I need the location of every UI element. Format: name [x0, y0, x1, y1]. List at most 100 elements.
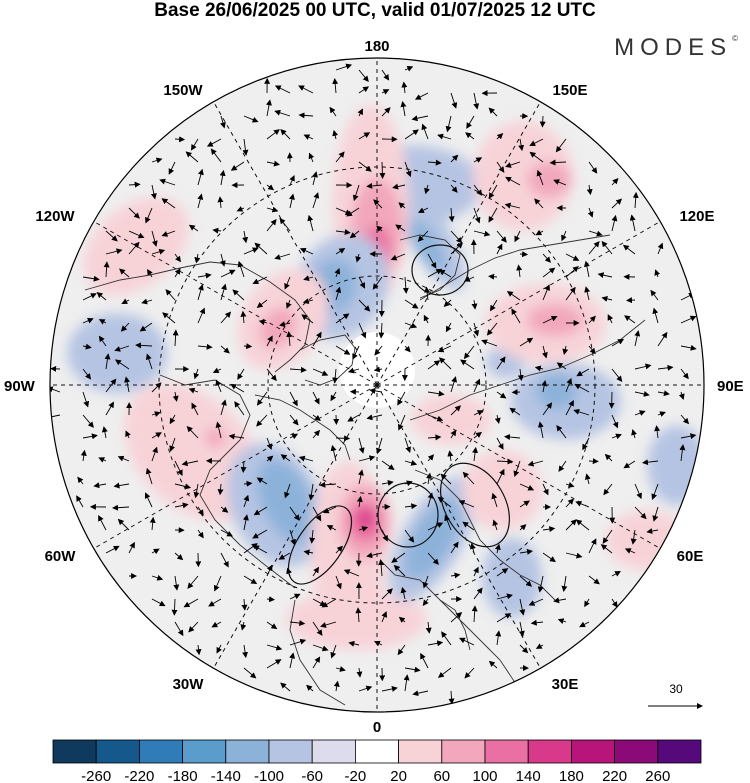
wind-vector — [395, 224, 406, 232]
wind-vector — [266, 219, 277, 232]
wind-vector — [427, 360, 441, 370]
wind-vector — [50, 414, 61, 421]
wind-vector — [651, 483, 659, 500]
wind-vector — [481, 339, 498, 347]
wind-vector — [332, 129, 339, 140]
wind-vector — [518, 621, 525, 637]
wind-vector — [463, 345, 475, 360]
wind-vector — [333, 680, 340, 692]
wind-vector — [145, 353, 153, 370]
wind-vector — [565, 253, 580, 261]
wind-vector — [425, 621, 432, 634]
wind-vector — [256, 299, 268, 309]
wind-vector — [288, 193, 295, 209]
wind-vector — [450, 572, 461, 579]
wind-vector — [558, 460, 567, 472]
wind-vector — [588, 538, 597, 554]
lon-label-60w: 60W — [45, 548, 77, 565]
wind-vector — [105, 378, 117, 393]
lon-label-90e: 90E — [717, 378, 744, 395]
wind-vector — [632, 191, 639, 209]
wind-vector — [197, 193, 204, 209]
wind-vector — [77, 476, 84, 485]
wind-vector — [217, 196, 224, 209]
meridian-line — [93, 384, 378, 549]
wind-vector — [565, 286, 576, 301]
wind-vector — [542, 315, 558, 324]
wind-vector — [376, 225, 383, 232]
colorbar-tick-label: 20 — [390, 768, 407, 783]
wind-vector — [144, 492, 153, 508]
wind-vector — [266, 659, 282, 669]
wind-vector — [307, 214, 314, 232]
wind-vector — [519, 644, 529, 654]
colorbar-swatch — [311, 739, 356, 764]
wind-vector — [285, 299, 292, 309]
wind-vector — [286, 331, 293, 347]
wind-vector — [511, 308, 521, 324]
wind-vector — [98, 457, 107, 463]
wind-vector — [174, 253, 181, 263]
wind-vector — [197, 272, 212, 279]
wind-vector — [542, 402, 553, 416]
wind-vector — [284, 483, 291, 499]
wind-vector — [256, 391, 268, 406]
wind-vector — [495, 630, 502, 646]
wind-vector — [195, 644, 202, 656]
wind-vector — [128, 230, 145, 239]
wind-vector — [584, 473, 591, 485]
wind-vector — [312, 566, 320, 577]
wind-vector — [220, 345, 230, 354]
wind-vector — [335, 545, 343, 554]
wind-vector — [306, 684, 314, 692]
wind-vector — [266, 129, 280, 140]
wind-vector — [210, 148, 222, 163]
brand-name: MODES — [614, 34, 733, 61]
lon-label-30e: 30E — [552, 676, 579, 693]
wind-vector — [631, 429, 637, 439]
lon-label-120e: 120E — [679, 208, 714, 225]
colorbar-tick-label: -180 — [168, 768, 198, 783]
wind-vector — [151, 230, 158, 247]
wind-vector — [448, 207, 455, 223]
wind-vector — [657, 390, 670, 397]
lon-label-150w: 150W — [163, 82, 203, 99]
wind-vector — [330, 644, 337, 659]
colorbar-labels: -260 -220 -180 -140 -100 -60 -20 20 60 100 140 180 2… — [81, 768, 670, 783]
wind-vector — [404, 322, 418, 329]
wind-vector — [404, 299, 419, 309]
wind-vector — [611, 338, 625, 347]
wind-vector — [197, 343, 213, 350]
wind-vector — [332, 368, 339, 384]
anomaly-blob — [411, 394, 492, 445]
wind-vector — [381, 69, 390, 81]
wind-vector — [289, 433, 299, 440]
wind-vector — [242, 230, 249, 244]
wind-vector — [103, 261, 110, 278]
wind-vector — [473, 230, 491, 237]
colorbar-swatch — [225, 739, 270, 764]
wind-vector — [252, 276, 268, 285]
wind-vector — [76, 495, 84, 508]
wind-vector — [584, 598, 590, 608]
wind-vector — [243, 575, 258, 585]
wind-vector — [266, 368, 277, 382]
wind-vector — [374, 345, 383, 356]
colorbar-tick-label: 100 — [472, 768, 497, 783]
wind-vector — [147, 268, 153, 278]
wind-vector — [289, 506, 300, 521]
wind-vector — [197, 284, 204, 301]
wind-vector — [161, 230, 176, 237]
wind-vector — [105, 230, 118, 242]
wind-vector — [541, 345, 548, 359]
wind-vector — [355, 607, 362, 623]
wind-vector — [145, 207, 153, 224]
wind-vector — [657, 331, 668, 347]
wind-vector — [438, 269, 452, 278]
colorbar — [52, 739, 702, 764]
wind-vector — [536, 169, 544, 186]
colorbar-swatch — [398, 739, 443, 764]
colorbar-swatch — [441, 739, 486, 764]
wind-vector — [519, 548, 533, 555]
